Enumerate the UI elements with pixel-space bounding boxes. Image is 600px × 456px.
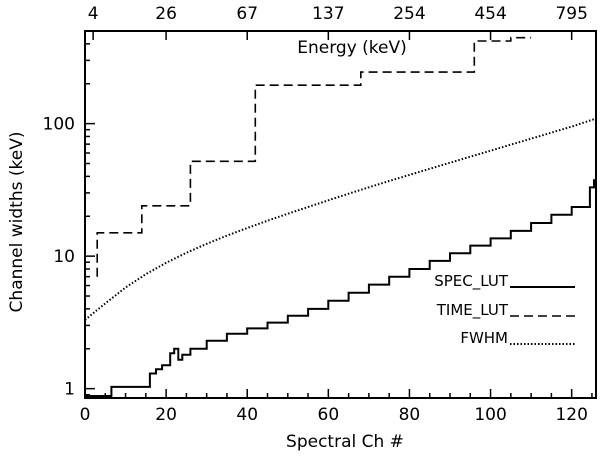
legend: SPEC_LUT TIME_LUT FWHM [434,272,575,347]
top-tick-label: 795 [555,4,587,24]
y-tick-label: 1 [64,380,75,400]
top-tick-label: 254 [393,4,425,24]
y-tick-label: 10 [53,247,75,267]
series-spec-lut [85,179,595,397]
legend-label: FWHM [460,329,508,347]
x-tick-label: 80 [399,405,421,425]
top-tick-label: 26 [155,4,177,24]
x-tick-label: 120 [555,405,587,425]
x-tick-label: 40 [236,405,258,425]
x-tick-label: 100 [474,405,506,425]
top-tick-label: 454 [474,4,506,24]
top-tick-label: 137 [312,4,344,24]
legend-label: TIME_LUT [436,301,509,320]
x-axis-title: Spectral Ch # [286,432,404,452]
top-tick-label: 67 [236,4,258,24]
plot-frame [84,30,597,399]
series-time-lut [96,36,532,277]
legend-label: SPEC_LUT [434,272,509,291]
x-tick-label: 0 [80,405,91,425]
top-tick-label: 4 [88,4,99,24]
y-tick-label: 100 [43,115,75,135]
axes [84,30,597,399]
x-tick-label: 20 [155,405,177,425]
ticks: 0 20 40 60 80 100 120 4 26 67 137 254 454 795 1 10 100 [43,4,593,425]
series-fwhm [84,118,595,321]
top-axis-title: Energy (keV) [297,38,407,58]
y-axis-title: Channel widths (keV) [7,132,27,313]
x-tick-label: 60 [318,405,340,425]
series-layer [84,36,595,397]
